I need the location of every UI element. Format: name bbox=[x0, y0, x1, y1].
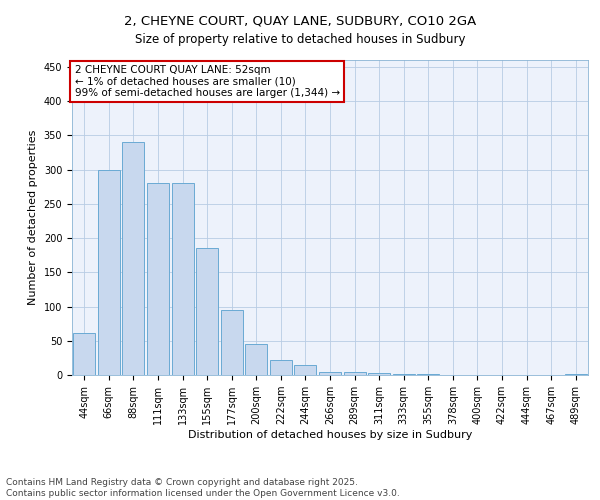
Bar bbox=[196, 248, 218, 375]
Bar bbox=[147, 184, 169, 375]
Bar bbox=[295, 364, 316, 375]
Y-axis label: Number of detached properties: Number of detached properties bbox=[28, 130, 38, 305]
Bar bbox=[344, 372, 365, 375]
Bar bbox=[392, 374, 415, 375]
Text: Size of property relative to detached houses in Sudbury: Size of property relative to detached ho… bbox=[135, 32, 465, 46]
Bar bbox=[245, 344, 268, 375]
Bar bbox=[270, 360, 292, 375]
Bar bbox=[221, 310, 243, 375]
X-axis label: Distribution of detached houses by size in Sudbury: Distribution of detached houses by size … bbox=[188, 430, 472, 440]
Bar bbox=[98, 170, 120, 375]
Bar bbox=[122, 142, 145, 375]
Bar bbox=[417, 374, 439, 375]
Text: 2, CHEYNE COURT, QUAY LANE, SUDBURY, CO10 2GA: 2, CHEYNE COURT, QUAY LANE, SUDBURY, CO1… bbox=[124, 15, 476, 28]
Text: Contains HM Land Registry data © Crown copyright and database right 2025.
Contai: Contains HM Land Registry data © Crown c… bbox=[6, 478, 400, 498]
Bar bbox=[172, 184, 194, 375]
Bar bbox=[319, 372, 341, 375]
Text: 2 CHEYNE COURT QUAY LANE: 52sqm
← 1% of detached houses are smaller (10)
99% of : 2 CHEYNE COURT QUAY LANE: 52sqm ← 1% of … bbox=[74, 64, 340, 98]
Bar bbox=[368, 373, 390, 375]
Bar bbox=[565, 374, 587, 375]
Bar bbox=[73, 332, 95, 375]
